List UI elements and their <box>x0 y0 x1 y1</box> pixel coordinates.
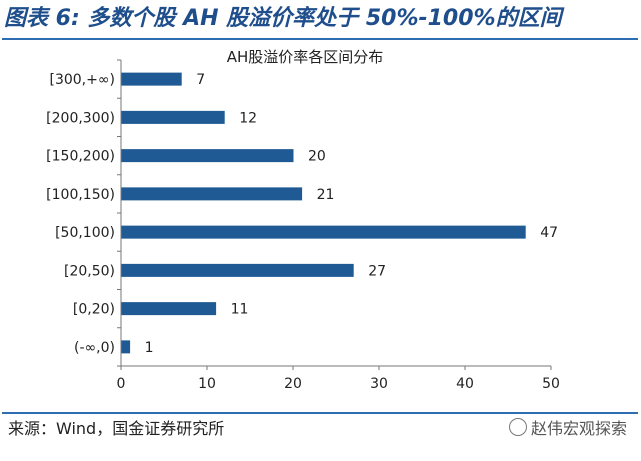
data-label: 1 <box>145 340 154 356</box>
y-tick-label: [100,150) <box>46 187 115 203</box>
top-rule <box>2 38 638 40</box>
bar <box>121 149 294 163</box>
data-label: 47 <box>540 225 558 241</box>
bar <box>121 72 182 86</box>
plot-area: [300,+∞) 7 [200,300) 12 [150,200) 20 [100,150)… <box>46 59 560 392</box>
figure-title: 图表 6: 多数个股 AH 股溢价率处于 50%-100%的区间 <box>4 6 562 31</box>
y-tick-label: [0,20) <box>73 302 115 318</box>
source-note: 来源：Wind，国金证券研究所 <box>8 419 225 438</box>
y-tick-label: [300,+∞) <box>50 72 116 88</box>
bar <box>121 225 526 239</box>
x-tick-label: 30 <box>370 376 388 392</box>
watermark: 赵伟宏观探索 <box>508 418 627 440</box>
data-label: 7 <box>196 72 205 88</box>
bar <box>121 263 354 277</box>
y-tick-label: [200,300) <box>46 110 115 126</box>
chart-title: AH股溢价率各区间分布 <box>227 48 384 66</box>
y-tick-label: [50,100) <box>55 225 115 241</box>
x-tick-label: 50 <box>542 376 560 392</box>
x-tick-label: 40 <box>456 376 474 392</box>
x-tick-label: 10 <box>198 376 216 392</box>
data-label: 12 <box>239 110 257 126</box>
bar <box>121 187 303 201</box>
bar <box>121 340 131 354</box>
x-tick-label: 20 <box>284 376 302 392</box>
wechat-icon <box>508 418 527 436</box>
x-tick-label: 0 <box>117 376 126 392</box>
bar-chart: AH股溢价率各区间分布 [300,+∞) 7 [200,300) 12 [150,200… <box>46 48 560 392</box>
data-label: 11 <box>231 302 249 318</box>
y-tick-label: [20,50) <box>64 263 115 279</box>
data-label: 21 <box>317 187 335 203</box>
bar <box>121 302 217 316</box>
bar <box>121 110 225 124</box>
watermark-text: 赵伟宏观探索 <box>530 419 627 438</box>
data-label: 27 <box>368 263 386 279</box>
y-tick-label: [150,200) <box>46 149 115 165</box>
data-label: 20 <box>308 149 326 165</box>
y-tick-label: (-∞,0) <box>74 340 115 356</box>
bottom-rule <box>2 412 638 414</box>
